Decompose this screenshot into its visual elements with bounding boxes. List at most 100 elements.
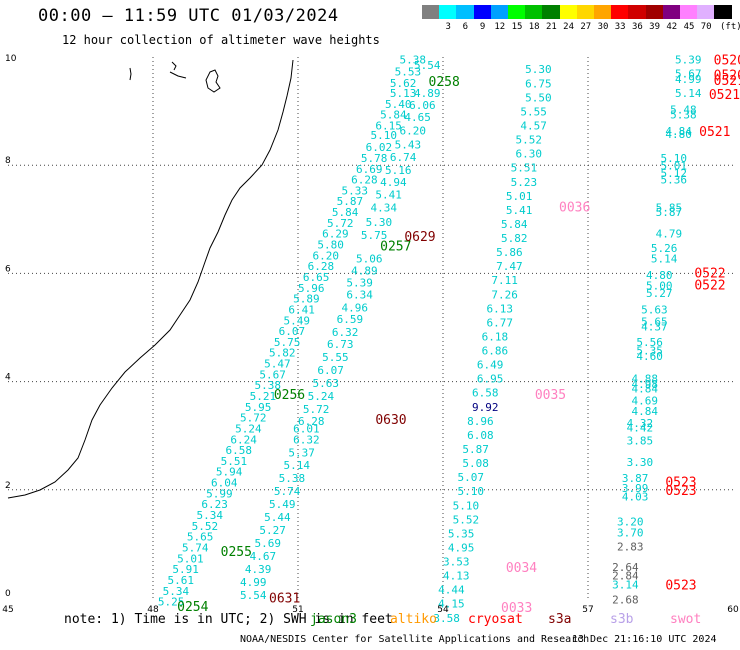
wave-height-value: 3.30 xyxy=(627,456,654,469)
legend-swatch xyxy=(662,5,681,19)
wave-height-value: 5.72 xyxy=(303,403,330,416)
wave-height-value: 5.86 xyxy=(496,246,522,259)
satellite-name: jason3 xyxy=(310,612,357,627)
legend-swatch xyxy=(439,5,458,19)
legend-swatch xyxy=(576,5,595,19)
wave-height-value: 5.35 xyxy=(636,345,663,358)
wave-height-value: 5.08 xyxy=(462,457,489,470)
wave-height-value: 5.52 xyxy=(453,513,480,526)
wave-height-value: 5.43 xyxy=(395,138,422,151)
wave-height-value: 4.67 xyxy=(250,550,277,563)
pass-time-label: 0034 xyxy=(506,561,537,576)
wave-height-value: 5.87 xyxy=(337,195,364,208)
wave-height-value: 5.67 xyxy=(259,368,286,381)
wave-height-value: 5.84 xyxy=(332,206,359,219)
wave-height-value: 5.84 xyxy=(380,109,407,122)
wave-height-value: 5.89 xyxy=(293,293,320,306)
wave-height-value: 6.08 xyxy=(467,429,494,442)
wave-height-value: 5.10 xyxy=(458,485,485,498)
wave-height-value: 6.20 xyxy=(400,124,427,137)
legend-swatch xyxy=(697,5,716,19)
wave-height-value: 5.06 xyxy=(356,253,383,266)
wave-height-value: 5.55 xyxy=(322,351,349,364)
pass-time-label: 0521 xyxy=(709,88,740,103)
wave-height-value: 5.78 xyxy=(361,152,388,165)
wave-height-value: 6.24 xyxy=(230,433,257,446)
y-tick-label: 10 xyxy=(5,54,17,64)
wave-height-value: 5.62 xyxy=(390,77,417,90)
wave-height-value: 5.10 xyxy=(453,499,480,512)
wave-height-value: 4.34 xyxy=(371,202,398,215)
y-tick-label: 2 xyxy=(5,481,11,491)
wave-height-value: 6.75 xyxy=(525,77,552,90)
wave-height-value: 5.01 xyxy=(506,190,533,203)
wave-height-value: 4.89 xyxy=(351,264,378,277)
legend-label: 33 xyxy=(614,22,626,32)
wave-height-value: 5.40 xyxy=(385,98,412,111)
wave-height-value: 6.15 xyxy=(375,119,402,132)
wave-height-value: 4.15 xyxy=(438,598,465,611)
pass-time-label: 0523 xyxy=(665,484,696,499)
wave-height-value: 6.59 xyxy=(337,313,364,326)
wave-height-value: 5.23 xyxy=(511,176,537,189)
y-tick-label: 0 xyxy=(5,589,11,599)
wave-height-value: 5.10 xyxy=(661,152,688,165)
legend-label: 9 xyxy=(479,22,486,32)
pass-time-label: 0631 xyxy=(269,591,300,606)
wave-height-value: 5.26 xyxy=(651,242,678,255)
pass-time-label: 0036 xyxy=(559,201,590,216)
pass-time-label: 0258 xyxy=(429,75,460,90)
wave-height-value: 5.00 xyxy=(646,280,673,293)
pass-time-label: 0523 xyxy=(665,578,696,593)
x-tick-label: 45 xyxy=(2,605,13,615)
wave-height-value: 3.20 xyxy=(617,516,644,529)
pass-time-label: 0521 xyxy=(714,74,740,89)
wave-height-value: 5.38 xyxy=(400,53,427,66)
wave-height-value: 5.07 xyxy=(458,471,485,484)
legend-label: 18 xyxy=(528,22,540,32)
wave-height-value: 6.77 xyxy=(487,316,514,329)
wave-height-value: 4.44 xyxy=(438,584,465,597)
wave-height-value: 5.61 xyxy=(168,574,195,587)
wave-height-value: 4.79 xyxy=(656,228,683,241)
wave-height-value: 5.30 xyxy=(525,63,552,76)
wave-height-value: 5.51 xyxy=(511,162,537,175)
wave-height-value: 5.49 xyxy=(269,498,296,511)
wave-height-value: 5.87 xyxy=(656,206,683,219)
wave-height-value: 5.38 xyxy=(670,109,697,122)
wave-height-value: 5.87 xyxy=(462,443,489,456)
wave-height-value: 5.75 xyxy=(361,229,388,242)
wave-height-value: 5.63 xyxy=(313,377,340,390)
wave-height-value: 4.42 xyxy=(627,421,654,434)
wave-height-value: 6.32 xyxy=(293,433,320,446)
wave-height-value: 2.83 xyxy=(617,540,644,553)
pass-time-label: 0630 xyxy=(375,413,406,428)
wave-height-value: 4.57 xyxy=(520,119,547,132)
wave-height-value: 6.04 xyxy=(211,477,238,490)
legend-label: 12 xyxy=(494,22,506,32)
wave-height-value: 6.28 xyxy=(351,174,378,187)
legend-label: 45 xyxy=(683,22,695,32)
wave-height-value: 5.74 xyxy=(274,485,301,498)
wave-height-value: 6.74 xyxy=(390,151,417,164)
wave-height-value: 5.35 xyxy=(448,527,475,540)
wave-height-value: 6.30 xyxy=(516,148,543,161)
pass-time-label: 0522 xyxy=(694,279,725,294)
legend-label: 42 xyxy=(666,22,678,32)
pass-time-label: 0035 xyxy=(535,388,566,403)
legend-label: 24 xyxy=(563,22,575,32)
wave-height-value: 5.95 xyxy=(245,401,271,414)
island xyxy=(129,61,221,93)
wave-height-value: 5.75 xyxy=(274,336,301,349)
wave-height-value: 5.27 xyxy=(259,524,286,537)
legend-swatch xyxy=(628,5,647,19)
wave-height-value: 5.48 xyxy=(670,103,697,116)
wave-height-value: 4.80 xyxy=(665,128,692,141)
wave-height-value: 6.58 xyxy=(472,387,499,400)
wave-height-value: 5.41 xyxy=(506,204,533,217)
pass-time-label: 0257 xyxy=(380,240,411,255)
wave-height-value: 6.06 xyxy=(409,99,436,112)
page-subtitle: 12 hour collection of altimeter wave hei… xyxy=(62,33,380,47)
map-grid: 45 48 51 54 57 60 0 2 4 6 8 10 xyxy=(2,54,739,615)
